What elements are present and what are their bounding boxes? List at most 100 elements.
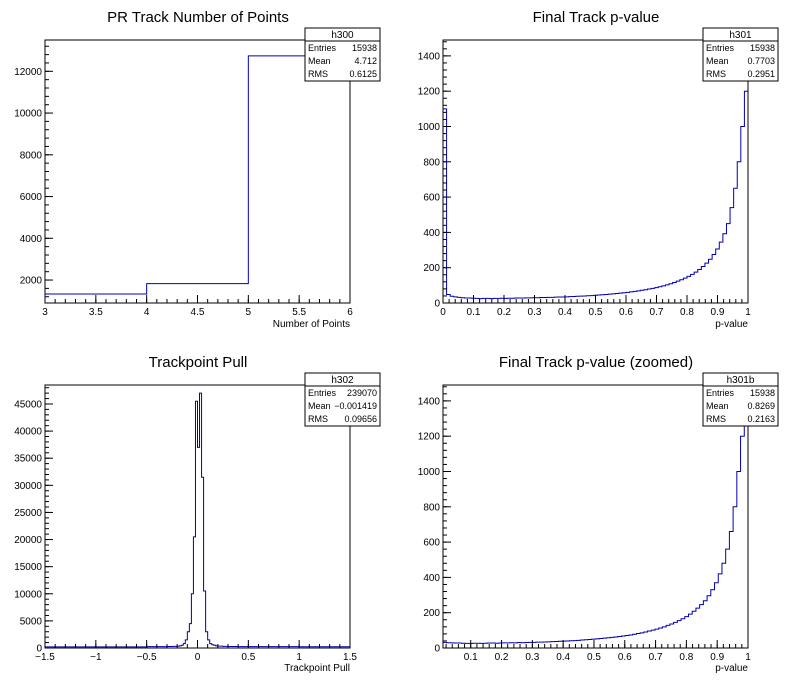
plot-area: 0 200 400 600 800 1000 1200 1400 0 0.1 0.2 0.3 0.4 0.… [418, 39, 751, 318]
y-tick-label: 40000 [14, 427, 42, 438]
x-tick-label: 0.2 [495, 652, 509, 663]
stats-mean-label: Mean [706, 56, 729, 66]
y-tick-label: 8000 [20, 150, 43, 161]
y-tick-label: 12000 [14, 67, 42, 78]
plot-area: 0 200 400 600 800 1000 1200 1400 0.1 0.2 0.3 0.4 0.5… [418, 384, 751, 663]
x-tick-label: 3 [42, 307, 48, 318]
x-tick-label: 1.5 [343, 652, 357, 663]
x-tick-label: 3.5 [89, 307, 103, 318]
y-tick-label: 1400 [418, 51, 441, 62]
histogram-series [442, 90, 749, 303]
histogram-series [442, 400, 749, 648]
x-tick-label: 0.7 [649, 652, 663, 663]
y-tick-label: 200 [423, 608, 440, 619]
stats-entries-label: Entries [706, 388, 735, 398]
histogram-series [44, 392, 351, 648]
stats-entries-label: Entries [308, 43, 337, 53]
stats-box: h301b Entries 15938 Mean 0.8269 RMS 0.21… [702, 372, 779, 427]
y-tick-label: 800 [423, 502, 440, 513]
x-tick-label: 0.3 [528, 307, 542, 318]
x-tick-label: 0.2 [497, 307, 511, 318]
stats-box: h302 Entries 239070 Mean −0.001419 RMS 0… [304, 372, 381, 427]
stats-rms-label: RMS [308, 69, 328, 79]
y-tick-label: 400 [423, 228, 440, 239]
x-tick-label: 0.7 [650, 307, 664, 318]
x-tick-label: 4.5 [191, 307, 205, 318]
plot-area: 0 5000 10000 15000 20000 25000 30000 35000 40000… [14, 384, 357, 663]
x-tick-label: 0 [440, 307, 446, 318]
x-tick-label: 0.8 [680, 307, 694, 318]
x-tick-label: 1 [296, 652, 302, 663]
y-tick-label: 10000 [14, 589, 42, 600]
y-tick-label: 5000 [20, 616, 43, 627]
x-tick-label: 0.5 [589, 307, 603, 318]
y-tick-label: 6000 [20, 192, 43, 203]
stats-name: h301b [727, 375, 755, 386]
x-axis-label: p-value [715, 319, 748, 330]
y-tick-label: 45000 [14, 399, 42, 410]
stats-name: h302 [331, 375, 354, 386]
chart-title: Final Track p-value [533, 9, 660, 26]
x-tick-label: 0.9 [710, 652, 724, 663]
y-tick-label: 4000 [20, 234, 43, 245]
x-tick-label: 0.4 [558, 307, 572, 318]
x-tick-label: 1 [745, 652, 751, 663]
chart-title: PR Track Number of Points [107, 9, 289, 26]
x-tick-label: −1.5 [35, 652, 55, 663]
y-tick-label: 25000 [14, 508, 42, 519]
plot-frame [442, 384, 749, 649]
stats-entries-label: Entries [308, 388, 337, 398]
y-tick-label: 0 [434, 299, 440, 310]
stats-box-frame [304, 372, 381, 427]
stats-mean-label: Mean [308, 401, 331, 411]
stats-mean-value: −0.001419 [334, 401, 377, 411]
x-tick-label: 0.1 [467, 307, 481, 318]
stats-entries-value: 15938 [352, 43, 377, 53]
stats-box-frame [702, 372, 779, 427]
y-tick-label: 1400 [418, 396, 441, 407]
y-tick-label: 2000 [20, 276, 43, 287]
panel-final-track-pvalue: Final Track p-value 0 200 400 600 800 1000 120… [418, 9, 779, 330]
x-tick-label: 6 [347, 307, 353, 318]
stats-entries-value: 239070 [347, 388, 377, 398]
stats-box: h301 Entries 15938 Mean 0.7703 RMS 0.295… [702, 27, 779, 82]
chart-title: Trackpoint Pull [149, 354, 248, 371]
y-tick-label: 20000 [14, 535, 42, 546]
x-tick-label: 0.3 [525, 652, 539, 663]
stats-rms-label: RMS [706, 414, 726, 424]
y-tick-label: 30000 [14, 481, 42, 492]
y-tick-label: 200 [423, 263, 440, 274]
x-tick-label: 5 [246, 307, 252, 318]
x-tick-label: 5.5 [292, 307, 306, 318]
stats-box: h300 Entries 15938 Mean 4.712 RMS 0.6125 [304, 27, 381, 82]
stats-rms-value: 0.6125 [349, 69, 377, 79]
y-tick-label: 15000 [14, 562, 42, 573]
panel-trackpoint-pull: Trackpoint Pull 0 5000 10000 15000 20000 2500… [14, 354, 381, 674]
x-tick-label: 1 [745, 307, 751, 318]
x-axis-label: Number of Points [273, 319, 350, 330]
y-tick-label: 35000 [14, 454, 42, 465]
x-tick-label: 0.5 [241, 652, 255, 663]
x-axis-label: p-value [715, 663, 748, 674]
panel-final-track-pvalue-zoomed: Final Track p-value (zoomed) 0 200 400 600 8… [418, 354, 779, 674]
x-tick-label: 0.8 [679, 652, 693, 663]
x-tick-label: 0.4 [556, 652, 570, 663]
x-tick-label: 0.6 [619, 307, 633, 318]
x-tick-label: 0 [195, 652, 201, 663]
stats-mean-label: Mean [706, 401, 729, 411]
stats-mean-value: 0.7703 [747, 56, 775, 66]
stats-entries-label: Entries [706, 43, 735, 53]
stats-name: h301 [729, 30, 752, 41]
x-axis-label: Trackpoint Pull [284, 663, 350, 674]
y-tick-label: 600 [423, 193, 440, 204]
stats-box-frame [304, 27, 381, 82]
stats-entries-value: 15938 [750, 388, 775, 398]
stats-rms-label: RMS [706, 69, 726, 79]
y-tick-label: 0 [36, 644, 42, 655]
stats-box-frame [702, 27, 779, 82]
x-tick-label: 4 [144, 307, 150, 318]
x-tick-label: −1 [90, 652, 102, 663]
stats-rms-value: 0.2951 [747, 69, 775, 79]
